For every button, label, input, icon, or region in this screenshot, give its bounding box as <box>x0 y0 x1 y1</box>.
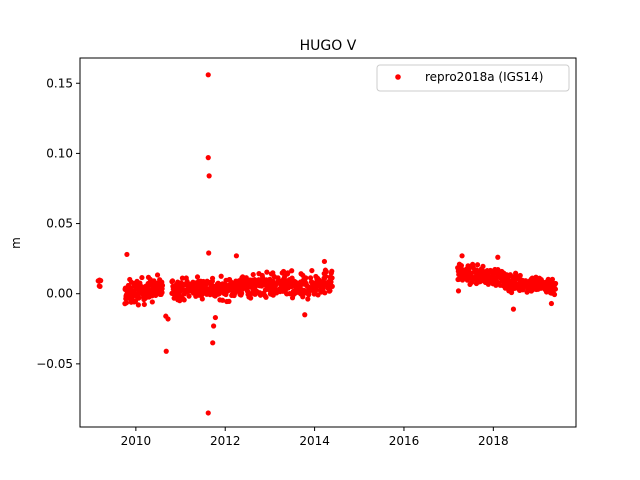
data-point <box>169 278 176 284</box>
data-point <box>322 290 328 296</box>
data-point <box>206 173 212 179</box>
legend-label: repro2018a (IGS14) <box>425 70 543 84</box>
data-point <box>149 299 155 305</box>
data-point <box>495 254 501 260</box>
x-axis: 2010 2012 2014 2016 2018 <box>121 427 509 448</box>
data-point <box>552 280 559 287</box>
data-point <box>179 275 186 281</box>
chart-title: HUGO V <box>300 38 357 54</box>
data-point <box>163 348 169 354</box>
y-tick-label: 0.05 <box>46 217 73 231</box>
data-point <box>154 272 161 278</box>
data-point <box>551 291 558 298</box>
y-tick-label: −0.05 <box>36 357 73 371</box>
data-point <box>210 340 216 346</box>
data-point <box>205 410 211 416</box>
data-point <box>194 274 201 280</box>
data-point <box>548 300 555 307</box>
data-point <box>264 269 270 275</box>
data-point <box>510 306 517 312</box>
data-point <box>513 270 519 276</box>
data-point <box>139 274 145 281</box>
data-point <box>97 283 103 290</box>
data-point <box>209 275 216 281</box>
data-point <box>263 294 269 300</box>
data-point <box>480 263 486 269</box>
data-point <box>329 275 335 281</box>
data-point <box>323 273 329 280</box>
data-point <box>219 297 226 303</box>
data-point <box>123 300 130 306</box>
x-tick-label: 2016 <box>389 434 420 448</box>
data-point <box>226 298 232 304</box>
x-tick-label: 2010 <box>121 434 152 448</box>
x-tick-label: 2014 <box>299 434 330 448</box>
data-point <box>552 286 559 292</box>
data-point <box>305 296 311 302</box>
data-point <box>549 276 556 282</box>
data-point <box>141 301 147 308</box>
data-point <box>186 293 192 299</box>
data-point <box>250 271 256 278</box>
data-point <box>321 258 328 265</box>
plot-points <box>95 72 559 416</box>
data-point <box>300 294 306 300</box>
legend: repro2018a (IGS14) <box>376 64 570 92</box>
data-point <box>124 251 130 258</box>
data-point <box>323 269 329 275</box>
data-point <box>303 275 309 281</box>
data-point <box>165 316 171 322</box>
data-point <box>135 302 141 308</box>
data-point <box>485 281 491 287</box>
data-point <box>199 296 205 302</box>
data-point <box>206 250 212 256</box>
data-point <box>98 278 104 284</box>
data-point <box>329 283 335 289</box>
data-point <box>285 270 291 276</box>
data-point <box>136 295 142 301</box>
x-tick-label: 2012 <box>210 434 241 448</box>
data-point <box>248 295 254 301</box>
y-tick-label: 0.00 <box>46 287 73 301</box>
data-point <box>517 272 523 279</box>
y-tick-label: 0.10 <box>46 146 73 160</box>
data-point <box>233 253 239 259</box>
y-axis-label: m <box>9 237 23 249</box>
legend-marker <box>395 74 401 80</box>
data-point <box>327 288 333 294</box>
data-point <box>205 155 211 161</box>
plot-frame <box>79 57 577 428</box>
data-point <box>302 312 308 318</box>
data-point <box>458 262 465 269</box>
data-point <box>239 290 245 296</box>
data-point <box>289 268 295 274</box>
data-point <box>181 297 187 303</box>
data-point <box>307 275 314 281</box>
data-point <box>218 273 224 279</box>
data-point <box>280 268 287 275</box>
data-point <box>329 268 335 274</box>
y-axis: −0.05 0.00 0.05 0.10 0.15 <box>36 76 80 371</box>
y-tick-label: 0.15 <box>46 76 73 90</box>
data-point <box>328 279 334 285</box>
data-point <box>313 287 319 293</box>
data-point <box>159 289 165 296</box>
data-point <box>159 282 166 289</box>
data-point <box>211 323 217 329</box>
data-point <box>205 72 211 78</box>
data-point <box>459 253 465 259</box>
data-point <box>212 314 218 321</box>
data-point <box>474 262 481 268</box>
x-tick-label: 2018 <box>478 434 509 448</box>
legend-box <box>376 64 570 92</box>
data-point <box>455 288 462 294</box>
data-point <box>309 267 315 274</box>
